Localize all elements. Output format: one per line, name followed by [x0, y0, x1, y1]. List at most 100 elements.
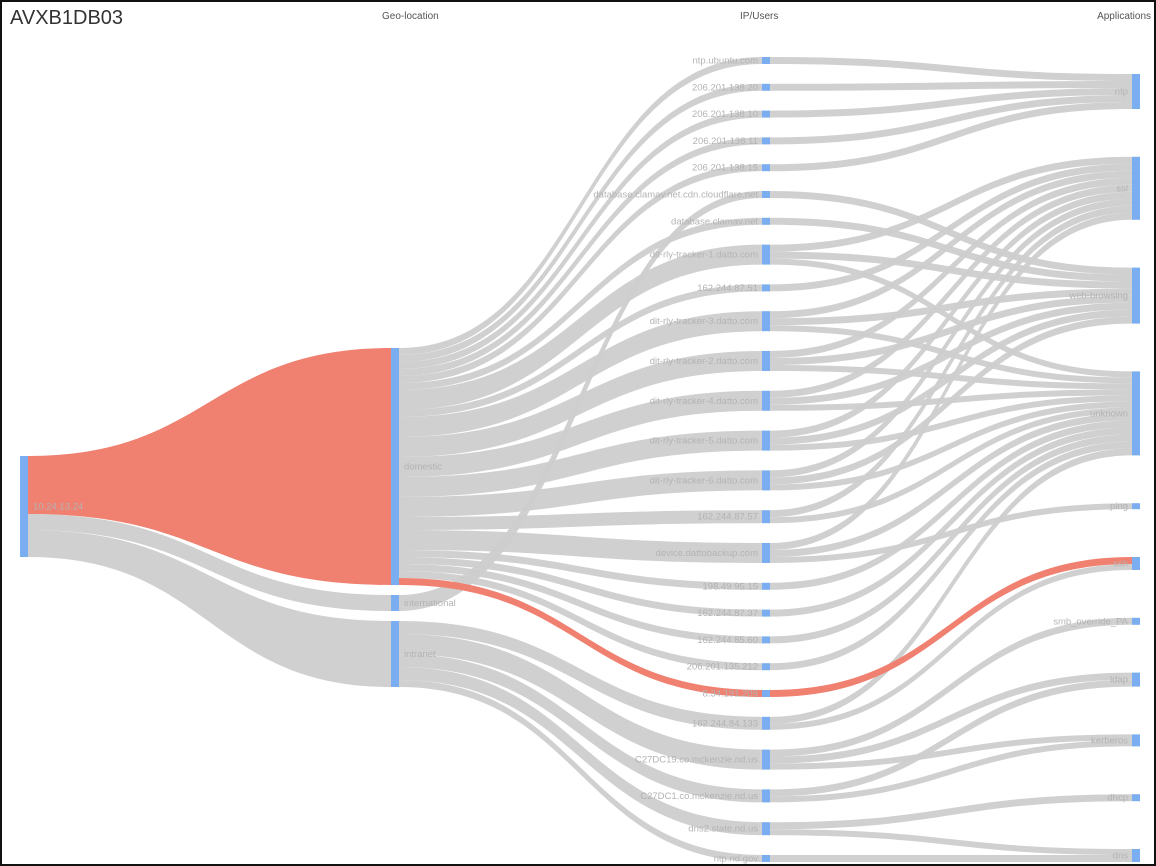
- node-i7[interactable]: [762, 244, 770, 265]
- node-i21[interactable]: [762, 716, 770, 730]
- link-i9-to-ssl[interactable]: [770, 170, 1132, 319]
- link-i2-to-ntp[interactable]: [770, 88, 1132, 118]
- link-i15-to-ping[interactable]: [770, 503, 1132, 563]
- link-i12-to-unknown[interactable]: [770, 395, 1132, 451]
- node-intranet[interactable]: [391, 621, 399, 687]
- node-i16[interactable]: [762, 582, 770, 590]
- link-i17-to-unknown[interactable]: [770, 427, 1132, 617]
- link-domestic-to-i9[interactable]: [399, 311, 762, 437]
- node-i25[interactable]: [762, 855, 770, 862]
- link-i10-to-ssl[interactable]: [770, 177, 1132, 358]
- node-i20[interactable]: [762, 690, 770, 697]
- node-src[interactable]: [20, 456, 28, 557]
- link-i24-to-dhcp[interactable]: [770, 794, 1132, 830]
- link-i9-to-web[interactable]: [770, 288, 1132, 326]
- node-ssh[interactable]: [1132, 557, 1140, 570]
- link-domestic-to-i2[interactable]: [399, 110, 762, 369]
- node-kerberos[interactable]: [1132, 734, 1140, 747]
- link-intranet-to-i24[interactable]: [399, 667, 762, 836]
- link-i24-to-dns[interactable]: [770, 829, 1132, 855]
- link-intranet-to-i21[interactable]: [399, 621, 762, 730]
- link-domestic-to-i18[interactable]: [399, 564, 762, 644]
- link-intranet-to-i25[interactable]: [399, 680, 762, 862]
- node-i19[interactable]: [762, 663, 770, 671]
- node-i3[interactable]: [762, 137, 770, 145]
- node-i17[interactable]: [762, 609, 770, 617]
- link-i23-to-kerberos[interactable]: [770, 740, 1132, 803]
- link-international-to-i5[interactable]: [399, 191, 762, 611]
- link-src-to-domestic[interactable]: [28, 348, 391, 585]
- link-domestic-to-i14[interactable]: [399, 510, 762, 530]
- link-intranet-to-i23[interactable]: [399, 654, 762, 803]
- link-i22-to-kerberos[interactable]: [770, 734, 1132, 770]
- link-i12-to-web[interactable]: [770, 309, 1132, 445]
- link-i18-to-unknown[interactable]: [770, 434, 1132, 644]
- link-i14-to-ssl[interactable]: [770, 205, 1132, 518]
- link-i12-to-ssl[interactable]: [770, 191, 1132, 438]
- node-i10[interactable]: [762, 351, 770, 371]
- link-i16-to-unknown[interactable]: [770, 420, 1132, 590]
- link-domestic-to-i8[interactable]: [399, 284, 762, 417]
- node-international[interactable]: [391, 595, 399, 611]
- link-src-to-intranet[interactable]: [28, 530, 391, 687]
- node-i0[interactable]: [762, 57, 770, 64]
- node-domestic[interactable]: [391, 348, 399, 585]
- link-i21-to-unknown[interactable]: [770, 448, 1132, 724]
- node-i22[interactable]: [762, 749, 770, 770]
- link-domestic-to-i20[interactable]: [399, 578, 762, 697]
- link-i11-to-web[interactable]: [770, 302, 1132, 405]
- link-i21-to-ssh[interactable]: [770, 564, 1132, 730]
- link-i7-to-ssl[interactable]: [770, 156, 1132, 252]
- link-domestic-to-i11[interactable]: [399, 390, 762, 477]
- node-i1[interactable]: [762, 83, 770, 91]
- node-i18[interactable]: [762, 636, 770, 644]
- node-ping[interactable]: [1132, 503, 1140, 510]
- node-i13[interactable]: [762, 470, 770, 491]
- link-domestic-to-i13[interactable]: [399, 470, 762, 517]
- link-domestic-to-i3[interactable]: [399, 137, 762, 376]
- node-i11[interactable]: [762, 390, 770, 411]
- link-domestic-to-i6[interactable]: [399, 217, 762, 390]
- node-i24[interactable]: [762, 822, 770, 836]
- node-i2[interactable]: [762, 110, 770, 118]
- node-i6[interactable]: [762, 217, 770, 225]
- node-i8[interactable]: [762, 284, 770, 292]
- link-i13-to-unknown[interactable]: [770, 401, 1132, 491]
- link-i15-to-unknown[interactable]: [770, 413, 1132, 557]
- link-i4-to-ntp[interactable]: [770, 102, 1132, 172]
- link-domestic-to-i19[interactable]: [399, 571, 762, 671]
- node-ldap[interactable]: [1132, 672, 1140, 687]
- node-i23[interactable]: [762, 789, 770, 803]
- link-domestic-to-i1[interactable]: [399, 83, 762, 363]
- link-i23-to-ldap[interactable]: [770, 679, 1132, 797]
- link-i13-to-ssl[interactable]: [770, 198, 1132, 478]
- link-i19-to-unknown[interactable]: [770, 441, 1132, 671]
- node-unknown[interactable]: [1132, 371, 1140, 456]
- link-i22-to-ldap[interactable]: [770, 672, 1132, 764]
- link-i13-to-web[interactable]: [770, 316, 1132, 485]
- node-i4[interactable]: [762, 164, 770, 172]
- link-domestic-to-i17[interactable]: [399, 557, 762, 617]
- link-i6-to-web[interactable]: [770, 217, 1132, 282]
- link-i0-to-ntp[interactable]: [770, 57, 1132, 81]
- link-i15-to-ssl[interactable]: [770, 212, 1132, 551]
- node-web[interactable]: [1132, 267, 1140, 324]
- link-src-to-international[interactable]: [28, 514, 391, 611]
- link-domestic-to-i12[interactable]: [399, 430, 762, 497]
- link-intranet-to-i22[interactable]: [399, 634, 762, 770]
- link-domestic-to-i7[interactable]: [399, 244, 762, 410]
- node-i9[interactable]: [762, 311, 770, 332]
- link-domestic-to-i15[interactable]: [399, 530, 762, 563]
- link-domestic-to-i4[interactable]: [399, 164, 762, 383]
- link-i25-to-dns[interactable]: [770, 855, 1132, 862]
- node-i14[interactable]: [762, 510, 770, 524]
- node-ssl[interactable]: [1132, 156, 1140, 220]
- node-i15[interactable]: [762, 543, 770, 563]
- link-domestic-to-i0[interactable]: [399, 57, 762, 355]
- link-i1-to-ntp[interactable]: [770, 81, 1132, 91]
- node-smb[interactable]: [1132, 617, 1140, 625]
- link-i22-to-smb[interactable]: [770, 617, 1132, 757]
- node-i5[interactable]: [762, 191, 770, 198]
- link-i5-to-web[interactable]: [770, 191, 1132, 275]
- node-dns[interactable]: [1132, 849, 1140, 862]
